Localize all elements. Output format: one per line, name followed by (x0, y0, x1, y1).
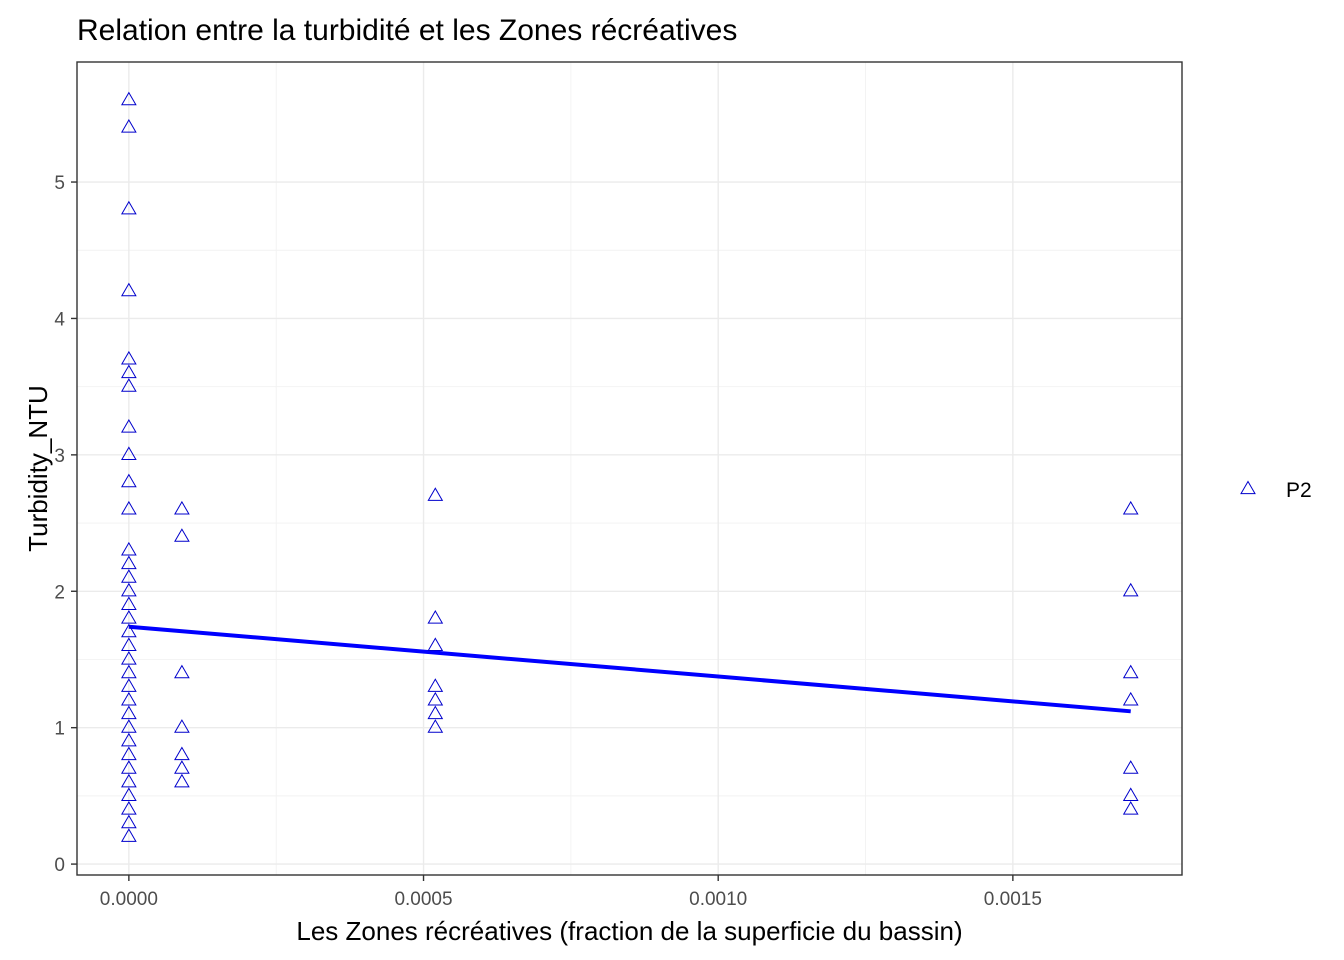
data-point (427, 610, 444, 624)
grid-lines (77, 62, 1182, 875)
data-point (120, 446, 137, 460)
data-point (174, 773, 190, 788)
data-point (120, 200, 137, 215)
data-point (1122, 664, 1139, 679)
data-point (120, 691, 137, 706)
data-point (174, 664, 190, 679)
data-point (1122, 787, 1139, 801)
data-point (120, 569, 137, 583)
data-point (120, 596, 137, 611)
data-point (174, 500, 190, 515)
data-point (120, 650, 137, 665)
y-axis: 0 1 2 3 4 5 (54, 173, 77, 876)
data-point (120, 760, 137, 774)
y-tick-label: 2 (54, 582, 65, 603)
data-point (120, 719, 137, 733)
data-point (120, 500, 137, 515)
data-point (174, 746, 190, 761)
data-point (120, 282, 137, 297)
data-point (120, 814, 137, 829)
data-point (120, 787, 137, 801)
data-point (120, 473, 137, 488)
x-axis-title: Les Zones récréatives (fraction de la su… (296, 916, 962, 946)
data-point (120, 541, 137, 556)
x-tick-label: 0.0015 (984, 889, 1042, 910)
data-point (120, 801, 137, 815)
data-point (120, 637, 137, 651)
data-point (427, 691, 444, 706)
legend-label: P2 (1286, 479, 1312, 502)
x-tick-label: 0.0000 (100, 889, 158, 910)
data-point (174, 528, 190, 542)
data-point (427, 637, 444, 651)
data-point (174, 760, 190, 774)
data-point (427, 705, 444, 720)
data-point (427, 719, 444, 733)
data-point (1122, 582, 1139, 597)
legend: P2 (1240, 479, 1312, 502)
linear-trend-line (128, 624, 1131, 714)
data-point (120, 555, 137, 570)
x-axis: 0.0000 0.0005 0.0010 0.0015 (100, 875, 1042, 910)
data-point (120, 773, 137, 788)
data-point (427, 487, 444, 501)
chart-title: Relation entre la turbidité et les Zones… (77, 14, 737, 47)
data-point (1122, 500, 1139, 515)
x-tick-label: 0.0005 (394, 889, 452, 910)
y-tick-label: 3 (54, 446, 65, 467)
data-point (120, 610, 137, 624)
y-tick-label: 4 (54, 309, 65, 330)
data-point (120, 378, 137, 392)
data-point (427, 678, 444, 692)
data-point (120, 623, 137, 638)
data-point (120, 582, 137, 597)
data-point (120, 91, 137, 106)
data-point (120, 705, 137, 720)
data-point (120, 419, 137, 433)
y-tick-label: 5 (54, 173, 65, 194)
data-point (120, 350, 137, 365)
y-axis-title: Turbidity_NTU (23, 385, 53, 552)
data-point (1122, 691, 1139, 706)
data-point (120, 664, 137, 679)
legend-key-triangle-icon (1240, 480, 1256, 495)
data-point (120, 364, 137, 379)
panel-border (76, 61, 1183, 876)
data-point (1122, 801, 1139, 815)
data-point (120, 746, 137, 761)
data-points (120, 91, 1139, 842)
data-point (120, 118, 137, 133)
data-point (120, 678, 137, 692)
data-point (174, 719, 190, 733)
data-point (120, 732, 137, 747)
data-point (1122, 760, 1139, 774)
trend-line-layer (128, 624, 1131, 714)
y-tick-label: 1 (54, 719, 65, 740)
y-tick-label: 0 (54, 855, 65, 876)
data-point (120, 828, 137, 842)
x-tick-label: 0.0010 (689, 889, 747, 910)
